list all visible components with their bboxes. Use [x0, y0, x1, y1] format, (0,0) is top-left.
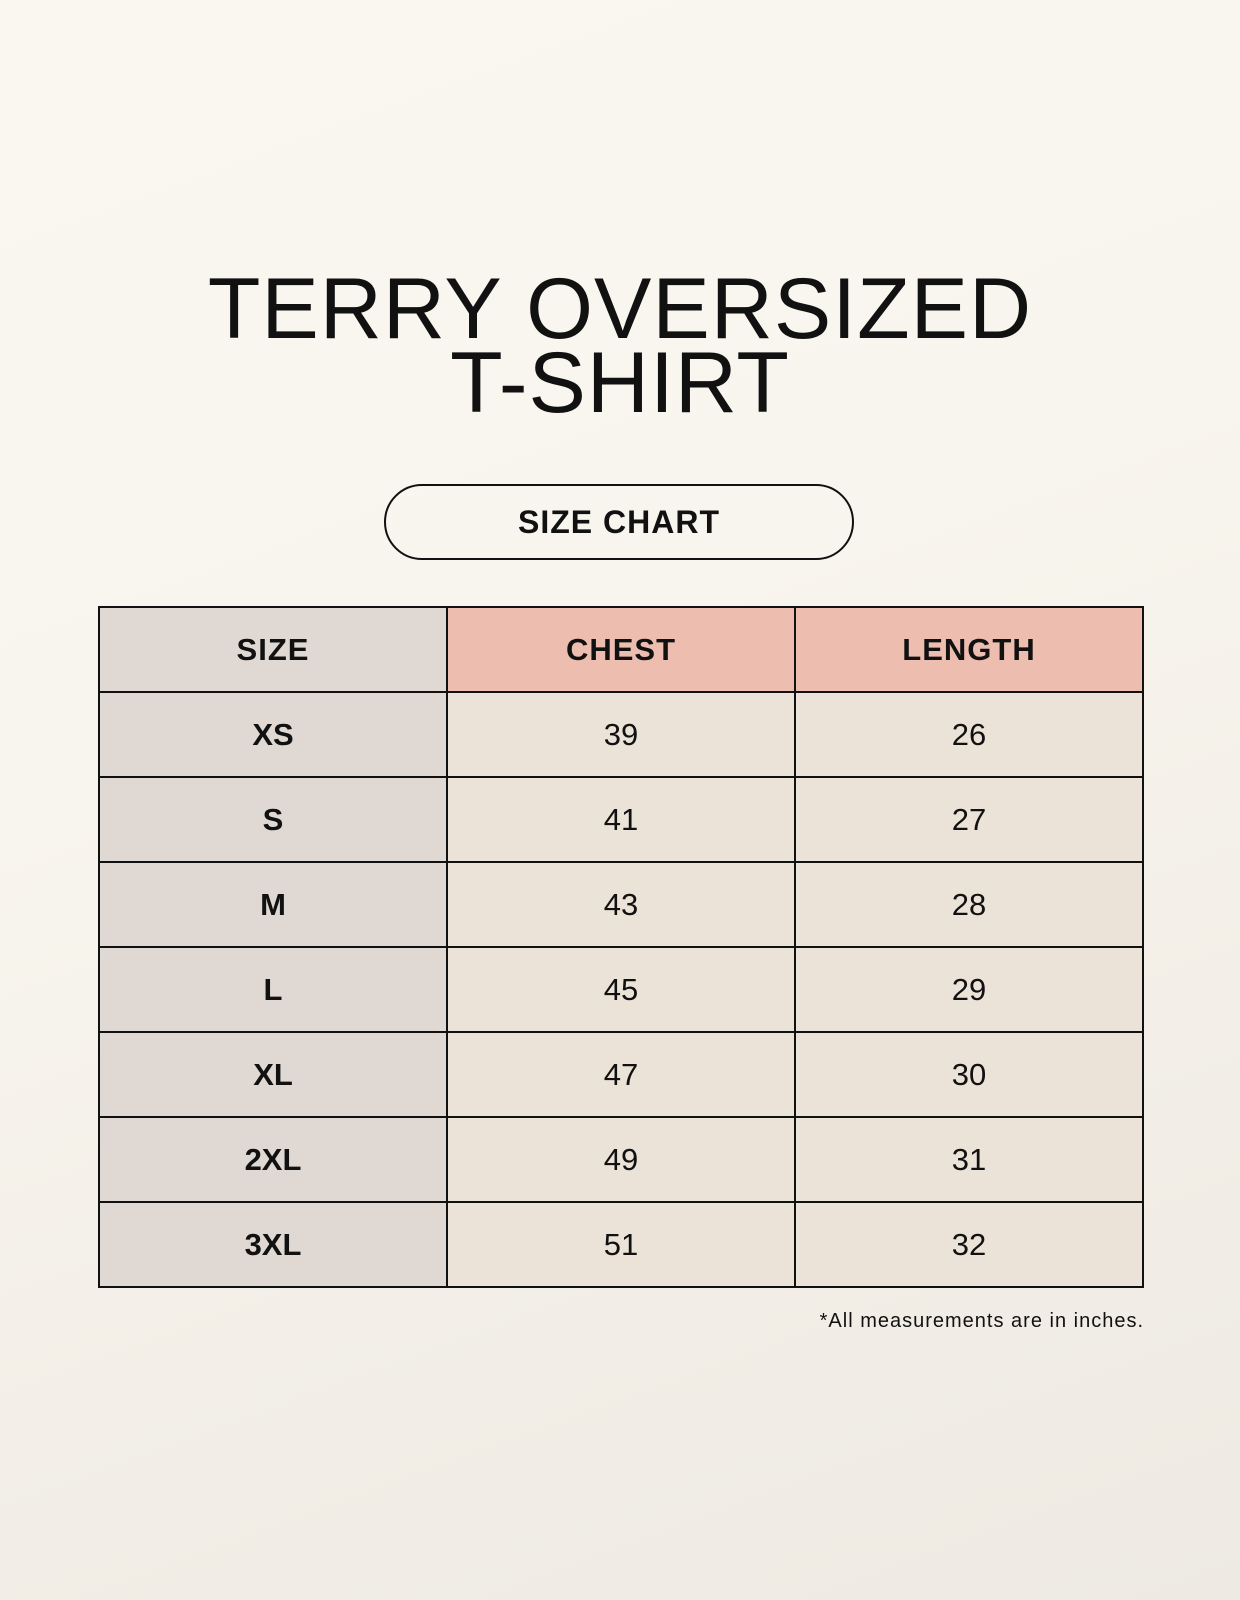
title-line-1: TERRY OVERSIZED	[207, 261, 1033, 357]
table-row: XL 47 30	[98, 1031, 1144, 1118]
cell-length: 32	[794, 1201, 1144, 1288]
page-title: TERRY OVERSIZED T-SHIRT	[0, 261, 1240, 431]
cell-chest: 41	[446, 776, 796, 863]
cell-length: 27	[794, 776, 1144, 863]
cell-chest: 47	[446, 1031, 796, 1118]
table-row: 3XL 51 32	[98, 1201, 1144, 1288]
cell-size: XS	[98, 691, 448, 778]
header-length: LENGTH	[794, 606, 1144, 693]
measurement-note: *All measurements are in inches.	[819, 1310, 1144, 1332]
cell-length: 31	[794, 1116, 1144, 1203]
table-row: XS 39 26	[98, 691, 1144, 778]
cell-chest: 45	[446, 946, 796, 1033]
title-line-2: T-SHIRT	[450, 335, 790, 431]
cell-chest: 43	[446, 861, 796, 948]
cell-size: M	[98, 861, 448, 948]
table-row: M 43 28	[98, 861, 1144, 948]
cell-size: XL	[98, 1031, 448, 1118]
size-chart-badge: SIZE CHART	[384, 484, 854, 560]
cell-size: 2XL	[98, 1116, 448, 1203]
cell-size: L	[98, 946, 448, 1033]
cell-length: 28	[794, 861, 1144, 948]
header-size: SIZE	[98, 606, 448, 693]
cell-length: 30	[794, 1031, 1144, 1118]
cell-size: 3XL	[98, 1201, 448, 1288]
cell-length: 29	[794, 946, 1144, 1033]
cell-chest: 39	[446, 691, 796, 778]
table-row: S 41 27	[98, 776, 1144, 863]
size-chart-table: SIZE CHEST LENGTH XS 39 26 S 41 27 M 43 28 L 45 29 X…	[98, 606, 1144, 1288]
cell-size: S	[98, 776, 448, 863]
cell-chest: 49	[446, 1116, 796, 1203]
table-header-row: SIZE CHEST LENGTH	[98, 606, 1144, 693]
cell-chest: 51	[446, 1201, 796, 1288]
cell-length: 26	[794, 691, 1144, 778]
table-row: L 45 29	[98, 946, 1144, 1033]
table-row: 2XL 49 31	[98, 1116, 1144, 1203]
header-chest: CHEST	[446, 606, 796, 693]
